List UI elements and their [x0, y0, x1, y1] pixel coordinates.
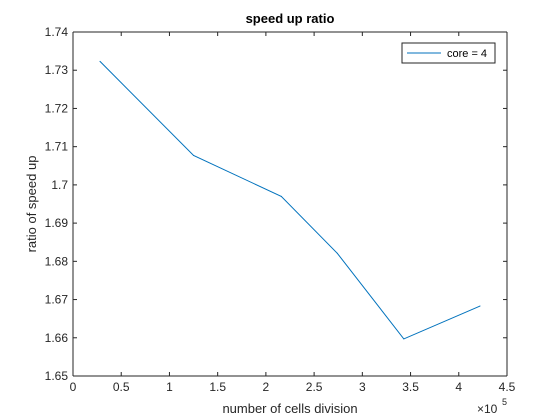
- y-axis-ticks: 1.65 1.66 1.67 1.68 1.69 1.7 1.71 1.72 1.73 1.74: [45, 25, 507, 383]
- y-tick-label: 1.67: [45, 293, 69, 307]
- y-tick-label: 1.72: [45, 101, 69, 115]
- x-exponent-base: ×10: [477, 402, 498, 416]
- x-tick-label: 4: [455, 380, 462, 394]
- data-point: [280, 195, 282, 197]
- data-point: [479, 305, 481, 307]
- x-tick-label: 0: [70, 380, 77, 394]
- series-line-core-4: [99, 61, 481, 340]
- axes-box: [72, 31, 508, 377]
- x-tick-label: 3: [359, 380, 366, 394]
- y-tick-label: 1.66: [45, 331, 69, 345]
- chart-title: speed up ratio: [246, 11, 335, 26]
- x-tick-label: 3.5: [402, 380, 419, 394]
- legend: core = 4: [401, 42, 496, 64]
- x-axis-exponent: ×10 5: [477, 397, 507, 416]
- legend-entry-core-4: core = 4: [447, 48, 487, 60]
- y-axis-label: ratio of speed up: [24, 156, 39, 253]
- y-tick-label: 1.73: [45, 63, 69, 77]
- x-tick-label: 2: [263, 380, 270, 394]
- x-exponent-power: 5: [502, 397, 507, 407]
- x-tick-label: 2.5: [306, 380, 323, 394]
- legend-box: [401, 42, 496, 64]
- series-layer: [99, 60, 481, 340]
- y-tick-label: 1.68: [45, 254, 69, 268]
- x-tick-label: 1: [166, 380, 173, 394]
- x-axis-label: number of cells division: [222, 401, 357, 416]
- y-tick-label: 1.71: [45, 140, 69, 154]
- data-point: [99, 60, 101, 62]
- y-tick-label: 1.74: [45, 25, 69, 39]
- data-point: [403, 338, 405, 340]
- plot-area: [73, 32, 507, 376]
- data-point: [193, 154, 195, 156]
- x-axis-ticks: 0 0.5 1 1.5 2 2.5 3 3.5 4 4.5: [70, 32, 516, 394]
- x-tick-label: 0.5: [113, 380, 130, 394]
- x-tick-label: 4.5: [499, 380, 516, 394]
- y-tick-label: 1.69: [45, 216, 69, 230]
- y-tick-label: 1.7: [51, 178, 68, 192]
- y-tick-label: 1.65: [45, 369, 69, 383]
- x-tick-label: 1.5: [209, 380, 226, 394]
- data-point: [336, 252, 338, 254]
